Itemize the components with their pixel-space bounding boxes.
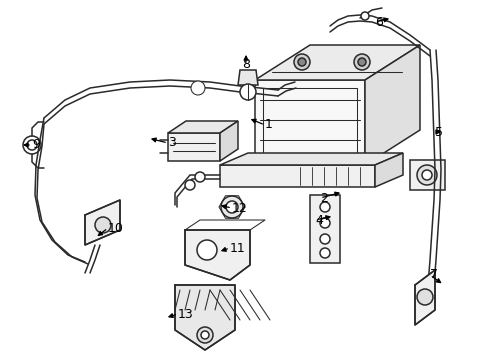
Polygon shape: [185, 230, 250, 280]
Polygon shape: [238, 70, 258, 85]
Circle shape: [298, 58, 306, 66]
Circle shape: [320, 202, 330, 212]
Polygon shape: [310, 195, 340, 263]
Polygon shape: [220, 165, 375, 187]
Circle shape: [320, 248, 330, 258]
Text: 10: 10: [108, 221, 124, 234]
Circle shape: [422, 170, 432, 180]
Circle shape: [95, 217, 111, 233]
Text: 8: 8: [242, 58, 250, 72]
Circle shape: [240, 84, 256, 100]
Circle shape: [197, 327, 213, 343]
Polygon shape: [255, 45, 420, 80]
Circle shape: [195, 172, 205, 182]
Polygon shape: [220, 121, 238, 161]
Text: 4: 4: [315, 213, 323, 226]
Circle shape: [294, 54, 310, 70]
Circle shape: [23, 136, 41, 154]
Circle shape: [361, 12, 369, 20]
Circle shape: [417, 165, 437, 185]
Polygon shape: [410, 160, 445, 190]
Circle shape: [185, 180, 195, 190]
Circle shape: [226, 201, 238, 213]
Circle shape: [197, 240, 217, 260]
Text: 12: 12: [232, 202, 248, 215]
Text: 7: 7: [430, 269, 438, 282]
Circle shape: [191, 81, 205, 95]
Circle shape: [320, 234, 330, 244]
Text: 3: 3: [168, 136, 176, 149]
Polygon shape: [415, 270, 435, 325]
Circle shape: [221, 196, 243, 218]
Circle shape: [27, 140, 37, 150]
Text: 6: 6: [375, 15, 383, 28]
Polygon shape: [220, 153, 403, 165]
Circle shape: [358, 58, 366, 66]
Polygon shape: [168, 121, 238, 133]
Text: 11: 11: [230, 242, 246, 255]
Circle shape: [417, 289, 433, 305]
Polygon shape: [365, 45, 420, 165]
Circle shape: [354, 54, 370, 70]
Polygon shape: [85, 200, 120, 245]
Circle shape: [320, 218, 330, 228]
Text: 9: 9: [32, 139, 40, 152]
Text: 5: 5: [435, 126, 443, 139]
Polygon shape: [375, 153, 403, 187]
Circle shape: [201, 331, 209, 339]
Polygon shape: [168, 133, 220, 161]
Text: 13: 13: [178, 307, 194, 320]
Polygon shape: [255, 80, 365, 165]
Text: 1: 1: [265, 118, 273, 131]
Polygon shape: [175, 285, 235, 350]
Text: 2: 2: [320, 192, 328, 204]
